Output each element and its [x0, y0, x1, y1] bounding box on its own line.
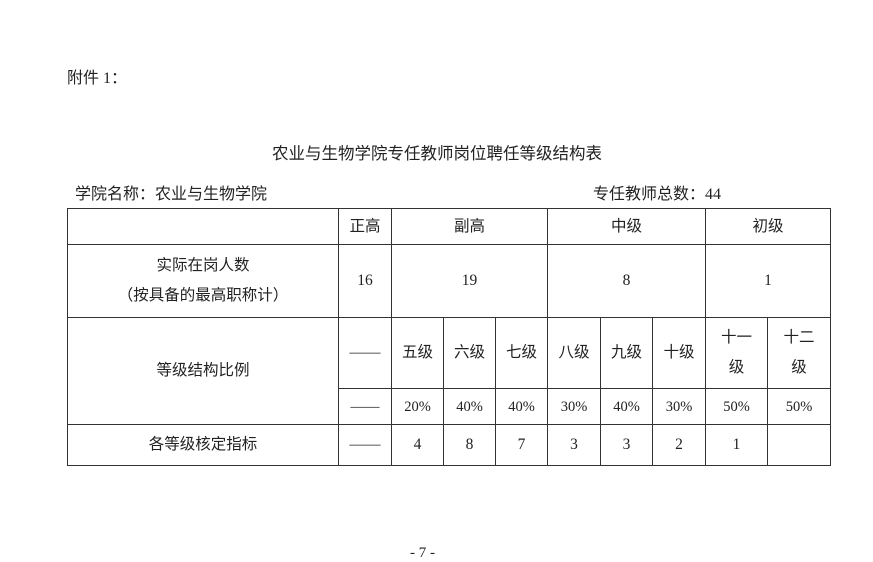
- percent-cell: 30%: [547, 388, 601, 425]
- total-label: 专任教师总数：: [593, 186, 706, 203]
- label-line: （按具备的最高职称计）: [117, 287, 289, 304]
- level-cell: 六级: [443, 317, 496, 389]
- level-cell: 十级: [652, 317, 706, 389]
- value-cell: 19: [391, 244, 548, 318]
- grade-structure-table: 正高 副高 中级 初级 实际在岗人数 （按具备的最高职称计） 16 19 8 1 …: [67, 208, 832, 466]
- college-label: 学院名称：: [75, 186, 156, 203]
- quota-cell: 3: [547, 424, 601, 466]
- corner-cell: [67, 208, 339, 245]
- level-cell: 十二级: [766, 317, 832, 389]
- value-cell: 1: [704, 244, 832, 318]
- attachment-label: 附件 1：: [67, 70, 128, 87]
- level-line: 十二: [783, 329, 815, 346]
- header-cell: 正高: [338, 208, 392, 245]
- level-line: 级: [728, 359, 745, 376]
- percent-cell: 40%: [443, 388, 496, 425]
- quota-cell: 2: [652, 424, 706, 466]
- college-value: 农业与生物学院: [155, 186, 268, 203]
- ratio-levels-row: 等级结构比例 —— 五级 六级 七级 八级 九级 十级 十一级 十二级: [67, 317, 832, 425]
- level-cell: 七级: [495, 317, 548, 389]
- row-label: 各等级核定指标: [67, 424, 339, 466]
- level-line: 十一: [720, 329, 752, 346]
- value-cell: 8: [547, 244, 706, 318]
- level-cell: ——: [338, 317, 392, 389]
- college-name: 学院名称：农业与生物学院: [75, 180, 267, 204]
- row-label: 等级结构比例: [67, 317, 339, 425]
- header-cell: 初级: [704, 208, 832, 245]
- ratio-percent-row: —— 20% 40% 40% 30% 40% 30% 50% 50%: [68, 388, 832, 425]
- percent-cell: 50%: [705, 388, 768, 425]
- level-cell: 十一级: [705, 317, 768, 389]
- total-teachers: 专任教师总数：44: [593, 180, 721, 204]
- percent-cell: 30%: [652, 388, 706, 425]
- total-value: 44: [705, 186, 722, 203]
- quota-cell: 8: [443, 424, 496, 466]
- page-number: - 7 -: [410, 545, 435, 561]
- quota-cell: ——: [338, 424, 392, 466]
- quota-row: 各等级核定指标 —— 4 8 7 3 3 2 1: [67, 424, 832, 466]
- actual-row: 实际在岗人数 （按具备的最高职称计） 16 19 8 1: [67, 244, 832, 318]
- percent-cell: 20%: [391, 388, 444, 425]
- value-cell: 16: [338, 244, 392, 318]
- row-label: 实际在岗人数 （按具备的最高职称计）: [67, 244, 339, 318]
- quota-cell: 3: [600, 424, 653, 466]
- percent-cell: 40%: [495, 388, 548, 425]
- quota-cell: 1: [705, 424, 768, 466]
- document-title: 农业与生物学院专任教师岗位聘任等级结构表: [272, 144, 602, 163]
- level-cell: 九级: [600, 317, 653, 389]
- percent-cell: 50%: [766, 388, 832, 425]
- level-cell: 五级: [391, 317, 444, 389]
- percent-cell: ——: [338, 388, 392, 425]
- level-cell: 八级: [547, 317, 601, 389]
- header-cell: 中级: [547, 208, 706, 245]
- percent-cell: 40%: [600, 388, 653, 425]
- header-row: 正高 副高 中级 初级: [67, 208, 832, 245]
- header-cell: 副高: [391, 208, 548, 245]
- label-line: 实际在岗人数: [156, 257, 250, 274]
- level-line: 级: [791, 359, 807, 376]
- quota-cell: [766, 424, 832, 466]
- quota-cell: 7: [495, 424, 548, 466]
- quota-cell: 4: [391, 424, 444, 466]
